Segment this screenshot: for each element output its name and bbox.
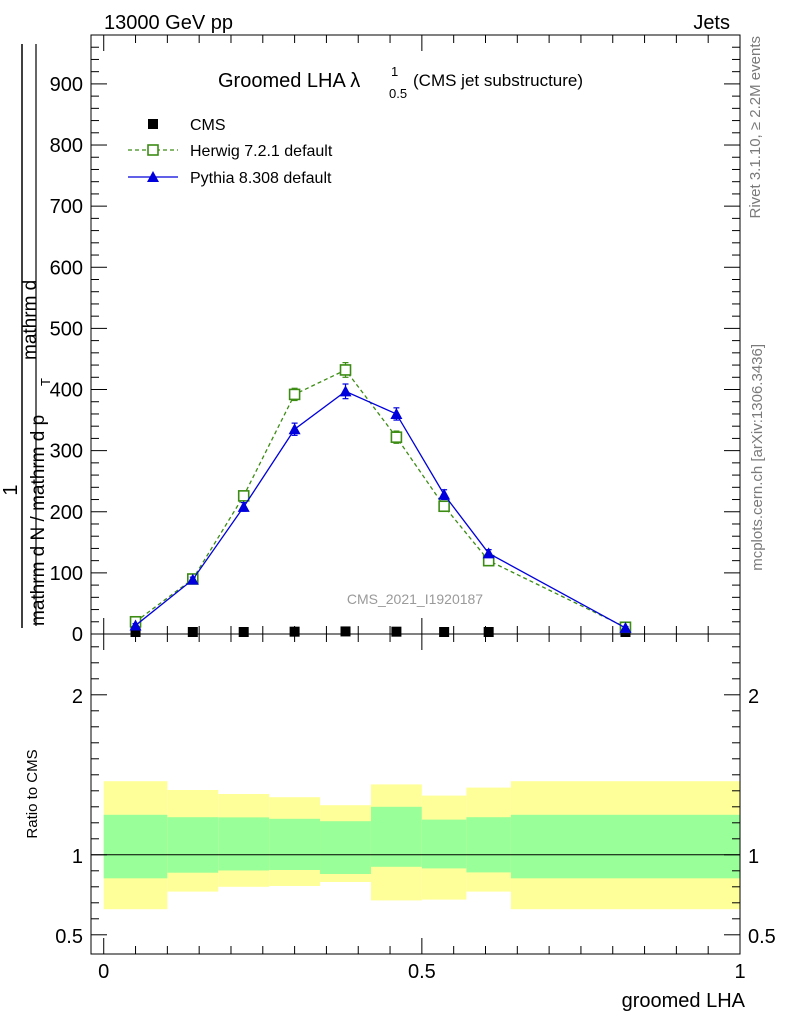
ratio-green-band bbox=[167, 817, 219, 873]
cms-point bbox=[483, 627, 494, 637]
pythia-point bbox=[186, 573, 199, 585]
ratio-xtick-label: 0 bbox=[98, 961, 109, 983]
pythia-point bbox=[129, 619, 142, 631]
herwig-point bbox=[288, 388, 301, 401]
title-suffix: (CMS jet substructure) bbox=[413, 71, 583, 90]
ratio-ytick-label-left: 0.5 bbox=[55, 926, 83, 948]
main-axis-ticks: 0 100 200 300 400 500 600 700 800 900 bbox=[50, 34, 741, 646]
side-label-mcplots: mcplots.cern.ch [arXiv:1306.3436] bbox=[749, 344, 766, 571]
title-superscript: 1 bbox=[391, 64, 398, 79]
ylabel-subscript-t: T bbox=[38, 378, 53, 386]
main-ytick-label: 600 bbox=[50, 257, 83, 279]
title-lambda: λ bbox=[350, 70, 360, 92]
ratio-green-band bbox=[466, 817, 511, 873]
cms-series bbox=[130, 626, 631, 637]
pythia-series bbox=[129, 383, 632, 633]
legend-cms-label: CMS bbox=[190, 117, 226, 134]
cms-point bbox=[289, 626, 300, 637]
ratio-xtick-label: 0.5 bbox=[408, 961, 436, 983]
main-ytick-label: 500 bbox=[50, 318, 83, 340]
pythia-point bbox=[619, 621, 632, 633]
main-ytick-label: 900 bbox=[50, 74, 83, 96]
main-ytick-label: 300 bbox=[50, 441, 83, 463]
pythia-point bbox=[390, 407, 403, 419]
herwig-line bbox=[135, 369, 626, 628]
cms-point bbox=[187, 627, 198, 637]
cms-point bbox=[340, 626, 351, 637]
cms-point bbox=[238, 627, 249, 637]
pythia-point bbox=[288, 423, 301, 435]
side-label-rivet: Rivet 3.1.10, ≥ 2.2M events bbox=[747, 36, 764, 219]
herwig-point bbox=[147, 144, 159, 156]
ratio-green-band bbox=[421, 819, 467, 869]
herwig-point bbox=[237, 490, 250, 502]
cms-point bbox=[439, 627, 450, 637]
title-subscript: 0.5 bbox=[389, 86, 407, 101]
main-panel: 0 100 200 300 400 500 600 700 800 900 CMS_2021_I1… bbox=[50, 34, 741, 646]
pythia-point bbox=[237, 500, 250, 512]
header-process-label: Jets bbox=[693, 12, 730, 34]
legend: CMS Herwig 7.2.1 default Pythia 8.308 defa… bbox=[128, 117, 333, 187]
svg-text:Groomed LHA λ: Groomed LHA λ bbox=[218, 70, 360, 92]
main-ytick-label: 100 bbox=[50, 563, 83, 585]
ratio-ytick-label-right: 2 bbox=[748, 686, 759, 708]
ylabel-one: 1 bbox=[0, 484, 22, 495]
header-energy-label: 13000 GeV pp bbox=[104, 12, 233, 34]
main-series-layer bbox=[129, 362, 632, 637]
ratio-ytick-label-left: 2 bbox=[72, 686, 83, 708]
ratio-ytick-label-right: 1 bbox=[748, 846, 759, 868]
ratio-ytick-label-left: 1 bbox=[72, 846, 83, 868]
main-watermark: CMS_2021_I1920187 bbox=[347, 591, 483, 607]
main-frame bbox=[90, 34, 741, 635]
ratio-green-band bbox=[320, 821, 371, 874]
herwig-point bbox=[339, 364, 352, 376]
ratio-bands bbox=[91, 781, 740, 910]
main-ytick-label: 400 bbox=[50, 380, 83, 402]
ratio-panel: 0.5 0.51 12 20 0.5 1 Ratio to CMS groomed LHA bbox=[24, 633, 776, 1012]
ratio-green-band bbox=[510, 814, 740, 879]
main-y-axis-label: 1 mathrm d N / mathrm d p T mathrm d bbox=[0, 44, 53, 628]
cms-point bbox=[148, 119, 158, 129]
main-ytick-label: 0 bbox=[72, 624, 83, 646]
cms-point bbox=[391, 626, 402, 637]
ratio-green-band bbox=[370, 806, 422, 867]
chart-title: Groomed LHA λ 1 0.5 (CMS jet substructur… bbox=[218, 64, 583, 101]
pythia-point bbox=[147, 171, 159, 182]
legend-pythia-label: Pythia 8.308 default bbox=[190, 170, 332, 187]
herwig-point bbox=[390, 431, 403, 443]
ratio-ytick-label-right: 0.5 bbox=[748, 926, 776, 948]
main-ytick-label: 200 bbox=[50, 502, 83, 524]
title-prefix: Groomed LHA bbox=[218, 70, 350, 92]
ratio-green-band bbox=[269, 818, 321, 870]
main-ytick-label: 800 bbox=[50, 135, 83, 157]
ratio-axis-ticks: 0.5 0.51 12 20 0.5 1 bbox=[55, 634, 776, 983]
ratio-xtick-label: 1 bbox=[734, 961, 745, 983]
ratio-frame bbox=[90, 633, 741, 955]
pythia-point bbox=[438, 488, 451, 500]
legend-herwig-label: Herwig 7.2.1 default bbox=[190, 143, 333, 160]
pythia-point bbox=[482, 547, 495, 559]
cms-point bbox=[130, 627, 141, 637]
ratio-green-band bbox=[218, 817, 270, 871]
ylabel-numerator: mathrm d bbox=[20, 280, 41, 360]
ratio-green-band bbox=[103, 814, 168, 879]
main-ytick-label: 700 bbox=[50, 196, 83, 218]
ratio-y-axis-label: Ratio to CMS bbox=[24, 749, 41, 838]
ratio-x-axis-label: groomed LHA bbox=[622, 990, 746, 1012]
ylabel-denominator: mathrm d N / mathrm d p bbox=[28, 415, 49, 626]
herwig-point bbox=[438, 500, 450, 513]
pythia-point bbox=[339, 385, 352, 397]
